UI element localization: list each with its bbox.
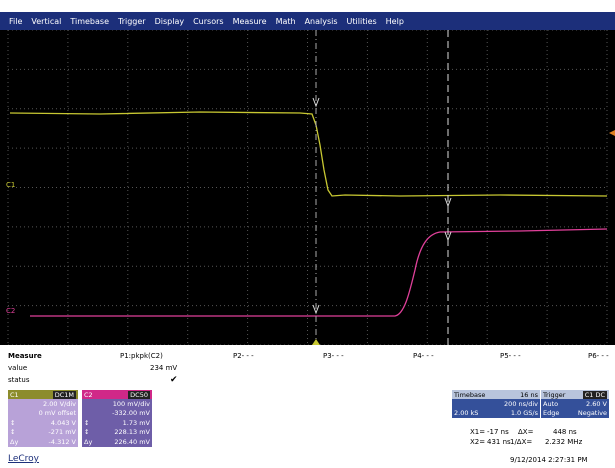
param[interactable]: P3- - - bbox=[323, 352, 344, 360]
label: Trigger bbox=[543, 390, 566, 399]
mode: Auto bbox=[543, 399, 559, 408]
c2-header: C2 DC50 bbox=[82, 390, 152, 399]
c1-box[interactable]: C1 DC1M 2.00 V/div 0 mV offset ↕ 4.043 V ↕… bbox=[8, 390, 78, 447]
sym: ↕ bbox=[84, 418, 90, 427]
waveform-area: C1 C2 bbox=[0, 29, 615, 346]
row: 2.00 V/div bbox=[8, 399, 78, 409]
val: 228.13 mV bbox=[114, 428, 150, 437]
row: 100 mV/div bbox=[82, 399, 152, 409]
inv-dx: 2.232 MHz bbox=[545, 438, 583, 446]
source: C1 DC bbox=[582, 390, 607, 399]
slope: Negative bbox=[577, 409, 607, 418]
row: Δy 226.40 mV bbox=[82, 437, 152, 447]
row: 0 mV offset bbox=[8, 409, 78, 419]
row: Edge Negative bbox=[541, 409, 609, 419]
status-label: status bbox=[8, 376, 30, 384]
param[interactable]: P6- - - bbox=[588, 352, 609, 360]
x1: -17 ns bbox=[487, 428, 509, 436]
sym: Δy bbox=[10, 437, 19, 446]
menu-item[interactable]: Timebase bbox=[70, 16, 109, 26]
timestamp: 9/12/2014 2:27:31 PM bbox=[510, 456, 588, 464]
menu-item[interactable]: Trigger bbox=[118, 16, 146, 26]
x2: 431 ns bbox=[487, 438, 511, 446]
x2-label: X2= bbox=[470, 438, 486, 446]
c1-label: C1 bbox=[6, 181, 15, 189]
row: 2.00 kS 1.0 GS/s bbox=[452, 409, 540, 419]
row: ↕ -271 mV bbox=[8, 428, 78, 438]
menu-item[interactable]: Help bbox=[385, 16, 404, 26]
dx-label: ΔX= bbox=[518, 428, 534, 436]
sym: Δy bbox=[84, 437, 93, 446]
param[interactable]: P4- - - bbox=[413, 352, 434, 360]
timebase-header: Timebase 16 ns bbox=[452, 390, 540, 399]
c2-trace bbox=[30, 228, 608, 317]
row: ↕ 1.73 mV bbox=[82, 418, 152, 428]
val: -271 mV bbox=[48, 428, 76, 437]
row: Auto 2.60 V bbox=[541, 399, 609, 409]
trigger-header: Trigger C1 DC bbox=[541, 390, 609, 399]
val: 4.043 V bbox=[50, 418, 76, 427]
menu-bar: File Vertical Timebase Trigger Display Cursor… bbox=[0, 12, 615, 30]
sym: ↕ bbox=[10, 428, 16, 437]
value: 234 mV bbox=[150, 364, 178, 372]
cursor-markers bbox=[312, 97, 452, 315]
c2-label: C2 bbox=[6, 307, 15, 315]
level: 2.60 V bbox=[586, 399, 607, 408]
row: Δy -4.312 V bbox=[8, 437, 78, 447]
row: -332.00 mV bbox=[82, 409, 152, 419]
trigger-position bbox=[312, 339, 320, 345]
menu-item[interactable]: Display bbox=[154, 16, 185, 26]
dx: 448 ns bbox=[553, 428, 577, 436]
label: Timebase bbox=[454, 390, 486, 399]
scale: 100 mV/div bbox=[112, 399, 150, 408]
val: 226.40 mV bbox=[114, 437, 150, 446]
row: 200 ns/div bbox=[452, 399, 540, 409]
param[interactable]: P5- - - bbox=[500, 352, 521, 360]
sym: ↕ bbox=[84, 428, 90, 437]
val: -4.312 V bbox=[48, 437, 76, 446]
trigger-level bbox=[609, 130, 615, 136]
menu-item[interactable]: Measure bbox=[232, 16, 267, 26]
menu-item[interactable]: Utilities bbox=[346, 16, 377, 26]
param[interactable]: P1:pkpk(C2) bbox=[120, 352, 163, 360]
c1-trace bbox=[9, 111, 608, 197]
row: ↕ 4.043 V bbox=[8, 418, 78, 428]
c2-box[interactable]: C2 DC50 100 mV/div -332.00 mV ↕ 1.73 mV ↕ 2… bbox=[82, 390, 152, 447]
row: ↕ 228.13 mV bbox=[82, 428, 152, 438]
delay: 16 ns bbox=[520, 390, 538, 399]
c1-name: C1 bbox=[10, 390, 19, 399]
offset: 0 mV offset bbox=[38, 409, 76, 418]
menu-item[interactable]: Math bbox=[275, 16, 296, 26]
c2-coupling: DC50 bbox=[128, 390, 150, 399]
samples: 2.00 kS bbox=[454, 409, 479, 418]
param[interactable]: P2- - - bbox=[233, 352, 254, 360]
rate: 1.0 GS/s bbox=[510, 409, 538, 418]
x1-label: X1= bbox=[470, 428, 486, 436]
type: Edge bbox=[543, 409, 560, 418]
timebase-box[interactable]: Timebase 16 ns 200 ns/div 2.00 kS 1.0 GS/s bbox=[452, 390, 540, 418]
inv-dx-label: 1/ΔX= bbox=[510, 438, 533, 446]
grid: C1 C2 bbox=[6, 29, 615, 346]
menu-item[interactable]: Cursors bbox=[193, 16, 224, 26]
sym: ↕ bbox=[10, 418, 16, 427]
menu-item[interactable]: File bbox=[9, 16, 23, 26]
c1-coupling: DC1M bbox=[52, 390, 76, 399]
offset: -332.00 mV bbox=[112, 409, 150, 418]
measure-title: Measure bbox=[8, 352, 42, 360]
val: 1.73 mV bbox=[122, 418, 150, 427]
scale: 2.00 V/div bbox=[43, 399, 76, 408]
brand: LeCroy bbox=[8, 454, 40, 464]
c1-header: C1 DC1M bbox=[8, 390, 78, 399]
grid-lines bbox=[7, 29, 608, 346]
menu-item[interactable]: Analysis bbox=[304, 16, 338, 26]
c2-name: C2 bbox=[84, 390, 93, 399]
menu-item[interactable]: Vertical bbox=[31, 16, 62, 26]
value-label: value bbox=[8, 364, 28, 372]
scale: 200 ns/div bbox=[504, 399, 538, 408]
status: ✔ bbox=[170, 375, 178, 385]
trigger-box[interactable]: Trigger C1 DC Auto 2.60 V Edge Negative bbox=[541, 390, 609, 418]
